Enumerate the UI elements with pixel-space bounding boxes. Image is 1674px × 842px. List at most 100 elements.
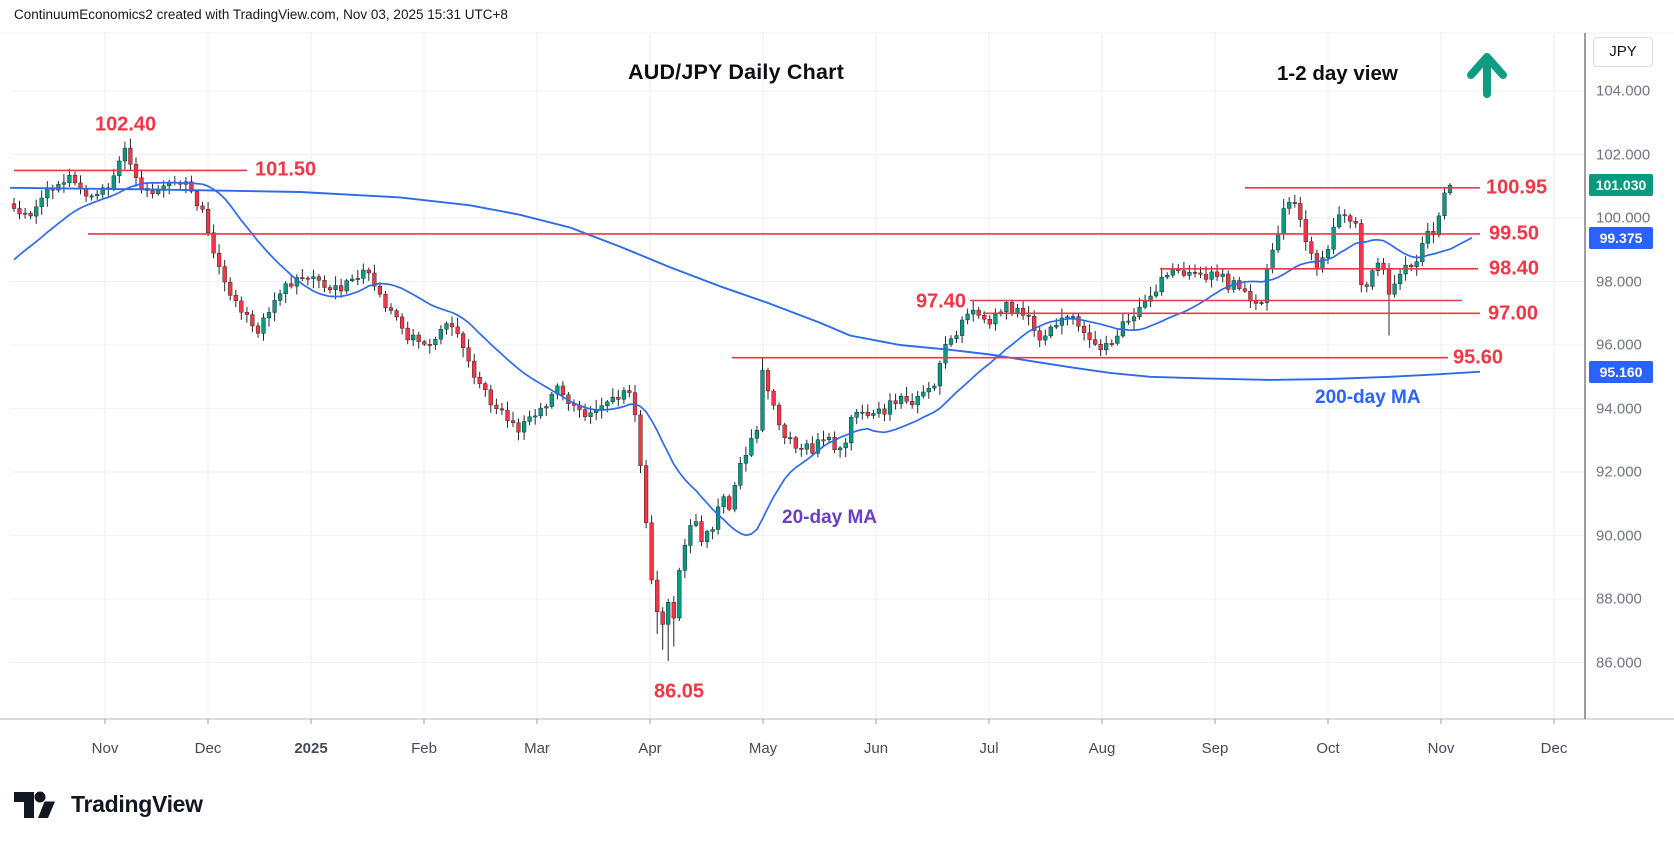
candle-down bbox=[976, 309, 981, 316]
candle-up bbox=[1414, 261, 1419, 267]
candle-down bbox=[494, 404, 499, 409]
candle-up bbox=[533, 415, 538, 418]
candle-up bbox=[760, 370, 765, 431]
month-label[interactable]: Mar bbox=[524, 740, 550, 757]
candle-down bbox=[904, 396, 909, 402]
month-label[interactable]: Jun bbox=[863, 740, 889, 757]
candle-up bbox=[1370, 270, 1375, 287]
candle-down bbox=[11, 203, 17, 209]
candle-up bbox=[1131, 316, 1137, 322]
candle-down bbox=[516, 422, 521, 433]
candle-down bbox=[616, 396, 621, 400]
candle-down bbox=[449, 323, 455, 328]
candle-down bbox=[377, 286, 382, 295]
level-label-97.00: 97.00 bbox=[1488, 302, 1539, 325]
candle-up bbox=[971, 309, 976, 315]
candle-up bbox=[350, 278, 355, 281]
candle-down bbox=[72, 175, 78, 184]
month-label[interactable]: Nov bbox=[91, 740, 119, 757]
candle-down bbox=[472, 360, 477, 378]
month-label[interactable]: 2025 bbox=[294, 740, 328, 757]
price-tick-label[interactable]: 96.000 bbox=[1596, 336, 1642, 354]
candle-down bbox=[211, 232, 216, 254]
month-label[interactable]: Nov bbox=[1427, 740, 1455, 757]
tradingview-logo-text: TradingView bbox=[71, 791, 203, 817]
candle-down bbox=[316, 276, 321, 281]
candle-down bbox=[893, 400, 898, 404]
month-label[interactable]: Aug bbox=[1088, 740, 1116, 757]
candle-down bbox=[427, 344, 432, 346]
price-tick-label[interactable]: 94.000 bbox=[1596, 400, 1642, 417]
month-label[interactable]: Apr bbox=[638, 740, 662, 757]
price-tick-label[interactable]: 86.000 bbox=[1596, 654, 1642, 671]
candle-down bbox=[250, 314, 255, 327]
tradingview-logo[interactable]: TradingView bbox=[14, 791, 203, 818]
candle-up bbox=[122, 147, 127, 162]
candle-up bbox=[411, 334, 416, 341]
month-label[interactable]: Feb bbox=[411, 740, 437, 757]
candle-wicks bbox=[13, 138, 1451, 661]
candle-down bbox=[1386, 269, 1392, 295]
level-label-98.40: 98.40 bbox=[1489, 257, 1540, 280]
price-tick-label[interactable]: 98.000 bbox=[1596, 273, 1642, 290]
candle-up bbox=[854, 412, 859, 418]
month-label[interactable]: Dec bbox=[1540, 740, 1568, 757]
candle-up bbox=[754, 430, 759, 439]
month-label[interactable]: May bbox=[748, 740, 778, 757]
candle-up bbox=[433, 339, 438, 345]
candle-up bbox=[1187, 272, 1192, 276]
candle-down bbox=[560, 385, 565, 395]
currency-axis-label[interactable]: JPY bbox=[1593, 37, 1653, 67]
candle-up bbox=[1287, 202, 1292, 209]
candle-up bbox=[544, 406, 549, 409]
price-tick-label[interactable]: 100.000 bbox=[1596, 209, 1651, 227]
candle-down bbox=[1364, 284, 1369, 287]
candle-up bbox=[826, 437, 832, 441]
candle-down bbox=[189, 181, 194, 192]
candle-up bbox=[1397, 273, 1403, 285]
candle-down bbox=[289, 283, 294, 287]
candle-down bbox=[383, 294, 388, 308]
candle-down bbox=[1342, 214, 1347, 217]
candle-down bbox=[488, 389, 493, 406]
price-tick-label[interactable]: 92.000 bbox=[1596, 463, 1642, 481]
price-tick-label[interactable]: 102.000 bbox=[1596, 146, 1651, 163]
candle-up bbox=[549, 393, 554, 407]
candle-up bbox=[682, 545, 687, 571]
candle-down bbox=[300, 277, 305, 279]
ma200-line[interactable] bbox=[9, 186, 1481, 381]
ma20-line[interactable] bbox=[13, 181, 1473, 537]
candle-down bbox=[327, 287, 333, 291]
price-tick-label[interactable]: 104.000 bbox=[1596, 82, 1651, 100]
month-label[interactable]: Jul bbox=[979, 740, 999, 757]
candle-up bbox=[261, 317, 266, 334]
candle-down bbox=[987, 319, 992, 325]
month-label[interactable]: Oct bbox=[1316, 740, 1340, 757]
candle-up bbox=[1447, 185, 1453, 194]
candle-up bbox=[993, 313, 998, 325]
candle-up bbox=[95, 194, 100, 197]
price-tick-label[interactable]: 88.000 bbox=[1596, 590, 1642, 608]
candle-down bbox=[1242, 288, 1247, 292]
candle-up bbox=[599, 405, 604, 410]
candle-up bbox=[278, 293, 283, 301]
candle-down bbox=[505, 410, 510, 421]
candle-down bbox=[510, 420, 516, 423]
candlestick-series bbox=[11, 138, 1453, 661]
candle-up bbox=[876, 408, 881, 414]
candle-up bbox=[1420, 243, 1425, 262]
month-label[interactable]: Dec bbox=[194, 740, 222, 757]
candle-down bbox=[400, 316, 405, 329]
level-label-102.40: 102.40 bbox=[95, 113, 157, 136]
candle-up bbox=[1148, 295, 1153, 302]
candle-up bbox=[948, 338, 954, 345]
level-label-97.40: 97.40 bbox=[915, 290, 966, 313]
month-label[interactable]: Sep bbox=[1201, 740, 1229, 757]
candle-up bbox=[266, 312, 272, 319]
candle-down bbox=[671, 602, 676, 619]
level-label-100.95: 100.95 bbox=[1486, 176, 1548, 199]
candle-down bbox=[793, 437, 798, 449]
price-tick-label[interactable]: 90.000 bbox=[1596, 527, 1642, 544]
candle-up bbox=[111, 175, 116, 190]
